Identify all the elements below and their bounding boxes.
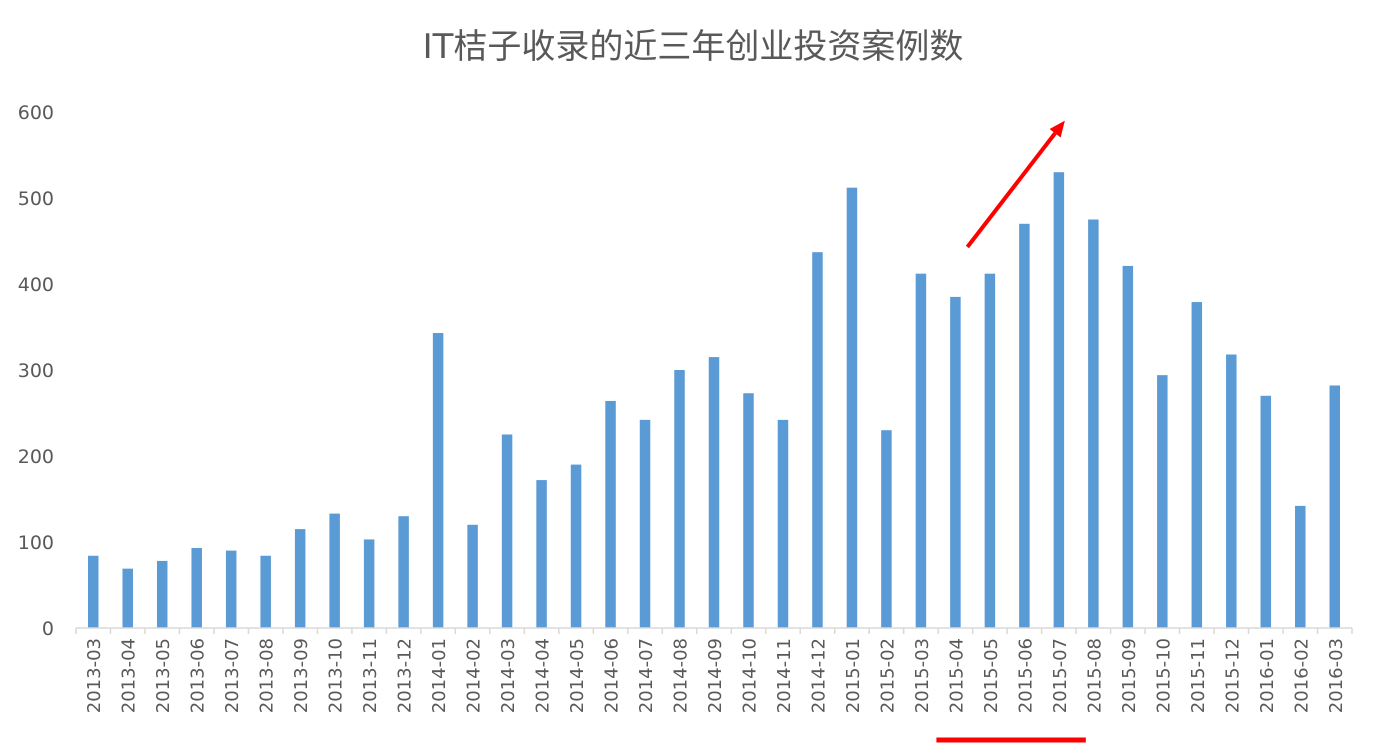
bar-2016-03 bbox=[1329, 385, 1341, 628]
bar-2013-06 bbox=[191, 548, 202, 628]
x-tick-label: 2013-07 bbox=[222, 638, 243, 713]
bar-2013-08 bbox=[260, 555, 271, 628]
y-tick-label: 100 bbox=[18, 532, 54, 554]
x-tick-label: 2015-10 bbox=[1153, 638, 1174, 713]
trend-arrow-head bbox=[1049, 120, 1065, 138]
x-tick-label: 2016-01 bbox=[1257, 638, 1278, 713]
x-tick-label: 2013-11 bbox=[360, 638, 381, 713]
bar-2013-11 bbox=[363, 539, 375, 628]
x-tick-label: 2015-08 bbox=[1084, 638, 1105, 713]
bar-2014-05 bbox=[570, 464, 582, 628]
x-tick-label: 2014-11 bbox=[774, 638, 795, 713]
bar-2014-10 bbox=[743, 393, 754, 628]
x-tick-label: 2014-06 bbox=[602, 638, 623, 713]
bar-2013-10 bbox=[329, 513, 340, 628]
bar-2015-06 bbox=[1019, 223, 1030, 629]
y-tick-label: 0 bbox=[42, 618, 54, 640]
x-tick-label: 2014-07 bbox=[636, 638, 657, 713]
bar-2016-02 bbox=[1295, 505, 1306, 628]
bar-2013-12 bbox=[398, 516, 409, 628]
bar-2013-05 bbox=[156, 560, 168, 628]
bar-2014-08 bbox=[674, 370, 685, 628]
bar-2016-01 bbox=[1260, 395, 1272, 628]
bar-2013-03 bbox=[87, 555, 99, 628]
y-tick-label: 500 bbox=[18, 188, 54, 210]
bar-2014-02 bbox=[467, 524, 478, 628]
x-tick-label: 2015-12 bbox=[1222, 638, 1243, 713]
x-tick-label: 2013-09 bbox=[291, 638, 312, 713]
x-tick-label: 2013-04 bbox=[119, 638, 140, 713]
trend-arrow-shaft bbox=[965, 132, 1057, 249]
bar-2015-11 bbox=[1191, 302, 1203, 628]
bar-2015-03 bbox=[915, 273, 927, 628]
x-tick-label: 2015-11 bbox=[1188, 638, 1209, 713]
x-tick-label: 2015-04 bbox=[946, 638, 967, 713]
bar-2014-03 bbox=[501, 434, 513, 628]
y-tick-label: 300 bbox=[18, 360, 54, 382]
x-tick-label: 2015-09 bbox=[1119, 638, 1140, 713]
x-tick-label: 2013-12 bbox=[395, 638, 416, 713]
bar-2015-08 bbox=[1088, 219, 1099, 628]
bar-2015-02 bbox=[881, 430, 892, 628]
x-axis-ticks bbox=[75, 628, 1353, 634]
x-tick-label: 2013-06 bbox=[188, 638, 209, 713]
bar-2013-07 bbox=[225, 550, 237, 628]
x-tick-label: 2014-12 bbox=[808, 638, 829, 713]
bar-2015-09 bbox=[1122, 265, 1134, 628]
bar-2014-01 bbox=[432, 333, 444, 628]
bar-2014-06 bbox=[605, 400, 616, 628]
bar-2013-09 bbox=[294, 529, 306, 628]
x-tick-label: 2014-09 bbox=[705, 638, 726, 713]
x-tick-label: 2015-01 bbox=[843, 638, 864, 713]
bars-group bbox=[87, 172, 1341, 629]
bar-2015-07 bbox=[1053, 172, 1065, 628]
bar-2015-04 bbox=[950, 296, 961, 628]
trend-arrow bbox=[965, 120, 1065, 249]
x-tick-label: 2013-10 bbox=[326, 638, 347, 713]
x-tick-label: 2015-06 bbox=[1015, 638, 1036, 713]
bar-2014-11 bbox=[777, 419, 789, 628]
x-tick-label: 2014-10 bbox=[739, 638, 760, 713]
x-tick-label: 2014-05 bbox=[567, 638, 588, 713]
annotations-group bbox=[936, 120, 1086, 743]
x-tick-label: 2013-08 bbox=[257, 638, 278, 713]
x-tick-label: 2015-02 bbox=[877, 638, 898, 713]
y-tick-label: 400 bbox=[18, 274, 54, 296]
x-tick-label: 2014-04 bbox=[533, 638, 554, 713]
bar-2014-12 bbox=[812, 252, 823, 628]
bar-2014-07 bbox=[639, 419, 651, 628]
x-axis-tick-labels: 2013-03 2013-04 2013-05 2013-06 2013-07 2013-… bbox=[84, 638, 1347, 713]
chart-title: IT桔子收录的近三年创业投资案例数 bbox=[423, 27, 964, 67]
y-axis-tick-labels: 0 100 200 300 400 500 600 bbox=[18, 102, 54, 640]
bar-2014-04 bbox=[536, 480, 547, 628]
bar-2015-05 bbox=[984, 273, 996, 628]
x-tick-label: 2013-05 bbox=[153, 638, 174, 713]
bar-2015-10 bbox=[1157, 375, 1168, 628]
x-tick-label: 2015-03 bbox=[912, 638, 933, 713]
x-tick-label: 2015-05 bbox=[981, 638, 1002, 713]
x-tick-label: 2015-07 bbox=[1050, 638, 1071, 713]
x-tick-label: 2014-08 bbox=[671, 638, 692, 713]
x-tick-label: 2014-01 bbox=[429, 638, 450, 713]
y-tick-label: 200 bbox=[18, 446, 54, 468]
x-tick-label: 2016-03 bbox=[1326, 638, 1347, 713]
x-tick-label: 2014-03 bbox=[498, 638, 519, 713]
x-tick-label: 2014-02 bbox=[464, 638, 485, 713]
bar-2013-04 bbox=[122, 568, 133, 628]
bar-2014-09 bbox=[708, 357, 720, 628]
y-tick-label: 600 bbox=[18, 102, 54, 124]
bar-2015-12 bbox=[1226, 354, 1237, 628]
x-tick-label: 2013-03 bbox=[84, 638, 105, 713]
x-tick-label: 2016-02 bbox=[1291, 638, 1312, 713]
bar-2015-01 bbox=[846, 187, 858, 628]
